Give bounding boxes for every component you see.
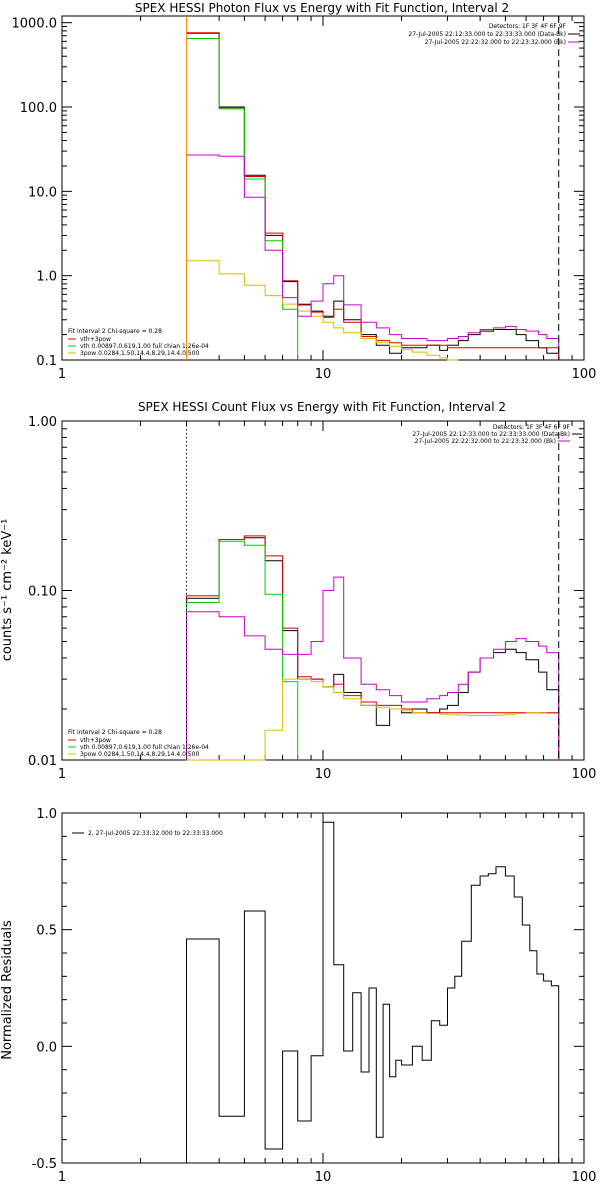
legend-3pow: 3pow 0.0284,1.50,14.4,8.29,14.4,0.500: [80, 751, 199, 758]
x-tick-label: 10: [315, 367, 332, 382]
series-3-line: [186, 260, 459, 361]
panel-residuals-ticks: 1 10 100 -0.5 0.0 0.5 1.0: [32, 807, 597, 1185]
legend-fit-interval: Fit interval 2 Chi-square = 0.28: [68, 729, 162, 736]
panel-photon-flux-legend-bottomleft: Fit interval 2 Chi-square = 0.28 vth+3po…: [68, 328, 209, 357]
legend-vth3pow: vth+3pow: [80, 336, 111, 343]
y-tick-label: 10.0: [28, 185, 57, 200]
y-tick-label: -0.5: [32, 1157, 57, 1172]
panel-photon-flux-ticks: 1 10 100 0.1 1.0 10.0 100.0 1000.0: [12, 16, 597, 382]
series-3-line: [186, 678, 560, 761]
x-tick-label: 1: [58, 367, 66, 382]
x-tick-label: 100: [572, 767, 597, 782]
y-tick-label: 1.0: [36, 270, 57, 285]
panel-photon-flux-vlines: [186, 16, 560, 360]
panel-count-flux-legend-topright: Detectors: 1F 3F 4F 6F 9F 27-Jul-2005 22…: [412, 424, 582, 445]
panel-photon-flux: SPEX HESSI Photon Flux vs Energy with Fi…: [12, 1, 597, 382]
panel-photon-flux-legend-topright: Detectors: 1F 3F 4F 6F 9F 27-Jul-2005 22…: [408, 23, 580, 46]
legend-bk-interval: 27-Jul-2005 22:22:32.000 to 22:23:32.000…: [415, 438, 556, 445]
x-tick-label: 1: [58, 767, 66, 782]
panel-photon-flux-series: [186, 32, 560, 361]
series-4-line: [186, 576, 560, 760]
panel-count-flux-series: [186, 535, 560, 761]
series-0-line: [186, 32, 560, 360]
legend-vth: vth 0.00897,0.619,1.00 full chian 1.26e-…: [80, 744, 209, 751]
legend-detectors: Detectors: 1F 3F 4F 6F 9F: [489, 23, 567, 30]
panel-photon-flux-frame: [61, 15, 585, 361]
y-tick-label: 1000.0: [12, 17, 58, 32]
panel-photon-flux-title: SPEX HESSI Photon Flux vs Energy with Fi…: [135, 1, 509, 15]
x-tick-label: 1: [58, 1170, 66, 1185]
y-tick-label: 0.0: [36, 1040, 57, 1055]
series-2-line: [186, 540, 299, 760]
x-tick-label: 100: [572, 367, 597, 382]
panel-residuals-ylabel: Normalized Residuals: [0, 920, 15, 1060]
panel-residuals-legend: 2, 27-Jul-2005 22:33:32.000 to 22:33:33.…: [72, 830, 223, 837]
panel-count-flux-vlines: [186, 421, 560, 760]
series-1-line: [186, 32, 560, 360]
panel-residuals: Normalized Residuals 1 10 100 -0.5 0.0 0.5 1.0…: [0, 807, 596, 1185]
y-tick-label: 0.5: [36, 924, 57, 939]
legend-bk-interval: 27-Jul-2005 22:22:32.000 to 22:23:32.000…: [425, 39, 566, 46]
series-1-line: [186, 535, 560, 760]
y-tick-label: 1.00: [28, 415, 57, 430]
panel-count-flux-ticks: 1 10 100 0.01 0.10 1.00: [28, 415, 596, 782]
panel-count-flux-title: SPEX HESSI Count Flux vs Energy with Fit…: [138, 400, 506, 414]
x-tick-label: 10: [315, 767, 332, 782]
panel-residuals-series: [186, 821, 560, 1163]
legend-data-interval: 27-Jul-2005 22:12:33.000 to 22:33:33.000…: [412, 431, 570, 438]
legend-data-interval: 27-Jul-2005 22:12:33.000 to 22:33:33.000…: [408, 31, 566, 38]
panel-count-flux: SPEX HESSI Count Flux vs Energy with Fit…: [0, 400, 596, 782]
y-tick-label: 100.0: [20, 101, 57, 116]
legend-residuals-interval: 2, 27-Jul-2005 22:33:32.000 to 22:33:33.…: [88, 830, 223, 837]
series-2-line: [186, 38, 299, 360]
legend-3pow: 3pow 0.0284,1.50,14.4,8.29,14.4,0.500: [80, 350, 199, 357]
y-tick-label: 1.0: [36, 807, 57, 822]
legend-vth: vth 0.00897,0.619,1.00 full chian 1.26e-…: [80, 343, 209, 350]
y-tick-label: 0.1: [36, 354, 57, 369]
series-0-line: [186, 821, 560, 1163]
panel-count-flux-legend-bottomleft: Fit interval 2 Chi-square = 0.28 vth+3po…: [68, 729, 209, 758]
legend-fit-interval: Fit interval 2 Chi-square = 0.28: [68, 328, 162, 335]
panel-count-flux-ylabel: counts s⁻¹ cm⁻² keV⁻¹: [0, 519, 15, 662]
x-tick-label: 10: [315, 1170, 332, 1185]
x-tick-label: 100: [572, 1170, 597, 1185]
legend-detectors: Detectors: 1F 3F 4F 6F 9F: [493, 424, 571, 431]
y-tick-label: 0.10: [28, 585, 57, 600]
series-4-line: [186, 154, 560, 360]
legend-vth3pow: vth+3pow: [80, 737, 111, 744]
y-tick-label: 0.01: [28, 754, 57, 769]
